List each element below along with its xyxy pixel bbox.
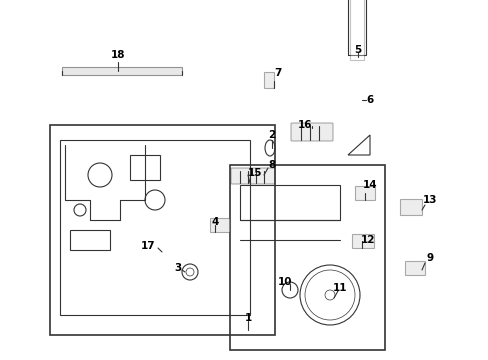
Bar — [347, 0, 365, 55]
Bar — [399, 199, 421, 215]
Text: 16: 16 — [297, 120, 312, 130]
Bar — [240, 185, 339, 220]
Bar — [130, 155, 160, 180]
Text: 15: 15 — [247, 168, 262, 178]
Text: 5: 5 — [354, 45, 361, 55]
Bar — [354, 186, 374, 200]
Text: 6: 6 — [366, 95, 373, 105]
Text: 18: 18 — [110, 50, 125, 60]
Text: 7: 7 — [274, 68, 281, 78]
Bar — [209, 218, 229, 232]
Text: 12: 12 — [360, 235, 374, 245]
Bar — [349, 0, 363, 60]
Bar — [404, 261, 424, 275]
Bar — [229, 165, 384, 350]
Text: 1: 1 — [244, 313, 251, 323]
Bar — [70, 230, 110, 250]
Text: 9: 9 — [426, 253, 433, 263]
Bar — [50, 125, 274, 335]
Text: 14: 14 — [362, 180, 377, 190]
Text: 17: 17 — [141, 241, 155, 251]
Text: 4: 4 — [211, 217, 218, 227]
Text: 10: 10 — [277, 277, 292, 287]
Text: 13: 13 — [422, 195, 436, 205]
FancyBboxPatch shape — [230, 168, 274, 184]
Bar — [62, 67, 182, 75]
FancyBboxPatch shape — [290, 123, 332, 141]
Text: 11: 11 — [332, 283, 346, 293]
Bar — [351, 234, 373, 248]
Text: 3: 3 — [174, 263, 181, 273]
Bar — [264, 72, 273, 88]
Text: 8: 8 — [268, 160, 275, 170]
Bar — [60, 140, 249, 315]
Text: 2: 2 — [268, 130, 275, 140]
